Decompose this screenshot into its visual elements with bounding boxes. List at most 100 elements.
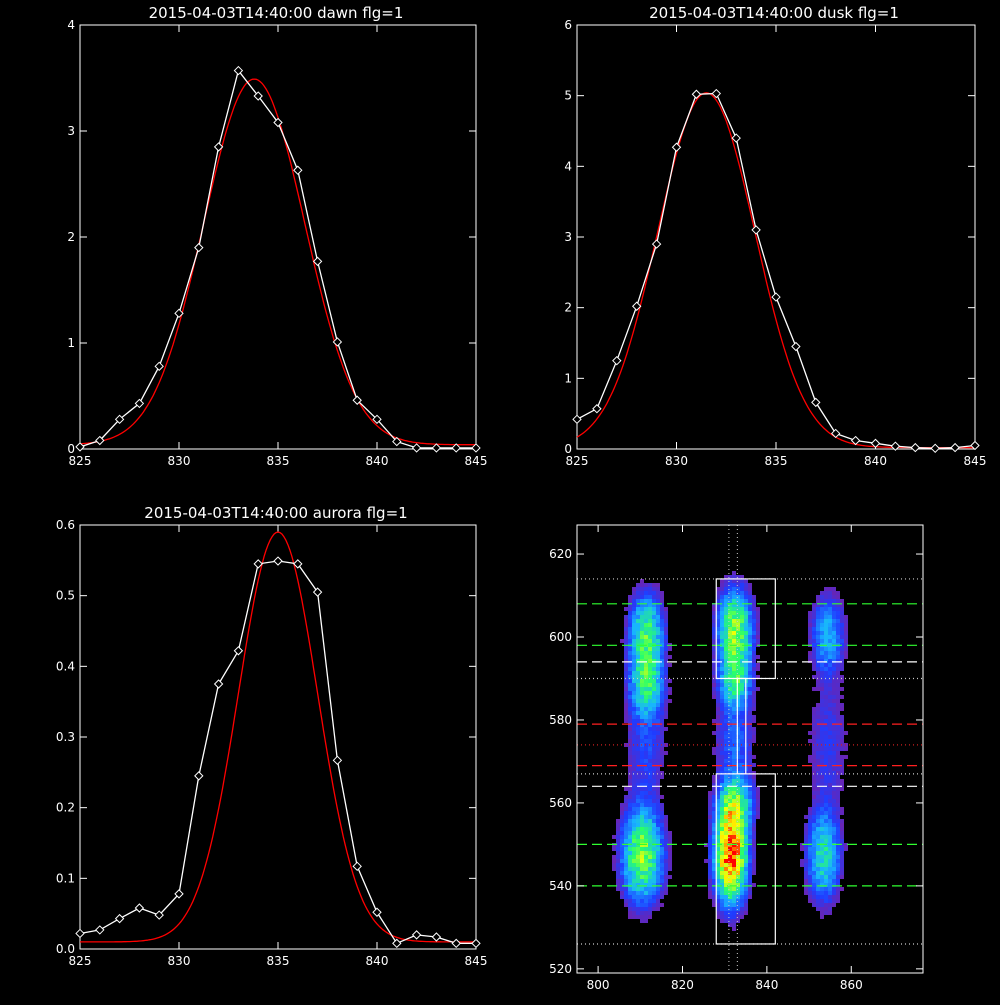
heatmap-cell [644, 651, 648, 655]
heatmap-cell [716, 627, 720, 631]
heatmap-cell [736, 755, 740, 759]
heatmap-cell [632, 591, 636, 595]
heatmap-cell [828, 699, 832, 703]
heatmap-cell [636, 775, 640, 779]
heatmap-cell [812, 835, 816, 839]
heatmap-cell [624, 695, 628, 699]
heatmap-cell [824, 907, 828, 911]
heatmap-cell [736, 859, 740, 863]
heatmap-cell [712, 751, 716, 755]
heatmap-cell [740, 663, 744, 667]
heatmap-cell [828, 715, 832, 719]
heatmap-cell [728, 659, 732, 663]
heatmap-cell [728, 599, 732, 603]
heatmap-cell [744, 579, 748, 583]
heatmap-cell [648, 827, 652, 831]
heatmap-cell [844, 631, 848, 635]
heatmap-cell [636, 759, 640, 763]
heatmap-cell [644, 883, 648, 887]
heatmap-cell [660, 703, 664, 707]
heatmap-cell [732, 707, 736, 711]
heatmap-cell [728, 775, 732, 779]
heatmap-cell [640, 907, 644, 911]
heatmap-cell [728, 607, 732, 611]
heatmap-cell [640, 667, 644, 671]
heatmap-cell [636, 903, 640, 907]
heatmap-cell [624, 655, 628, 659]
heatmap-cell [728, 675, 732, 679]
heatmap-cell [832, 679, 836, 683]
heatmap-cell [644, 703, 648, 707]
heatmap-cell [652, 595, 656, 599]
heatmap-cell [736, 839, 740, 843]
heatmap-cell [816, 675, 820, 679]
heatmap-cell [660, 891, 664, 895]
heatmap-cell [640, 731, 644, 735]
heatmap-cell [748, 623, 752, 627]
heatmap-cell [808, 899, 812, 903]
heatmap-cell [824, 771, 828, 775]
heatmap-cell [668, 655, 672, 659]
heatmap-cell [720, 687, 724, 691]
heatmap-cell [816, 611, 820, 615]
heatmap-cell [740, 631, 744, 635]
heatmap-cell [668, 699, 672, 703]
aurora-data-point [312, 587, 323, 597]
heatmap-cell [660, 595, 664, 599]
heatmap-cell [740, 599, 744, 603]
heatmap-cell [808, 819, 812, 823]
aurora-data-line [79, 560, 476, 945]
heatmap-cell [716, 867, 720, 871]
heatmap-cell [808, 855, 812, 859]
heatmap-cell [628, 603, 632, 607]
heatmap-cell [628, 791, 632, 795]
heatmap-cell [628, 611, 632, 615]
heatmap-xtick-label: 840 [755, 978, 778, 992]
heatmap-cell [708, 815, 712, 819]
heatmap-cell [644, 639, 648, 643]
heatmap-cell [836, 627, 840, 631]
heatmap-cell [724, 763, 728, 767]
heatmap-cell [636, 735, 640, 739]
heatmap-cell [740, 703, 744, 707]
heatmap-cell [636, 871, 640, 875]
heatmap-cell [648, 703, 652, 707]
heatmap-cell [632, 783, 636, 787]
heatmap-cell [816, 819, 820, 823]
heatmap-cell [756, 639, 760, 643]
heatmap-cell [728, 627, 732, 631]
heatmap-cell [628, 907, 632, 911]
heatmap-cell [828, 707, 832, 711]
heatmap-cell [724, 803, 728, 807]
heatmap-cell [824, 887, 828, 891]
heatmap-cell [748, 755, 752, 759]
heatmap-cell [736, 847, 740, 851]
heatmap-cell [616, 847, 620, 851]
heatmap-cell [724, 747, 728, 751]
heatmap-cell [820, 671, 824, 675]
heatmap-cell [732, 687, 736, 691]
heatmap-cell [640, 851, 644, 855]
heatmap-cell [812, 687, 816, 691]
heatmap-cell [652, 859, 656, 863]
heatmap-cell [648, 595, 652, 599]
heatmap-cell [836, 615, 840, 619]
heatmap-cell [716, 707, 720, 711]
heatmap-cell [744, 827, 748, 831]
heatmap-cell [656, 775, 660, 779]
heatmap-cell [728, 787, 732, 791]
heatmap-cell [832, 683, 836, 687]
heatmap-cell [720, 619, 724, 623]
heatmap-cell [836, 807, 840, 811]
heatmap-cell [628, 651, 632, 655]
heatmap-cell [832, 587, 836, 591]
heatmap-cell [816, 623, 820, 627]
heatmap-cell [660, 675, 664, 679]
heatmap-cell [624, 623, 628, 627]
heatmap-cell [808, 659, 812, 663]
heatmap-cell [728, 895, 732, 899]
heatmap-cell [716, 887, 720, 891]
heatmap-cell [824, 875, 828, 879]
heatmap-cell [812, 667, 816, 671]
heatmap-cell [640, 823, 644, 827]
